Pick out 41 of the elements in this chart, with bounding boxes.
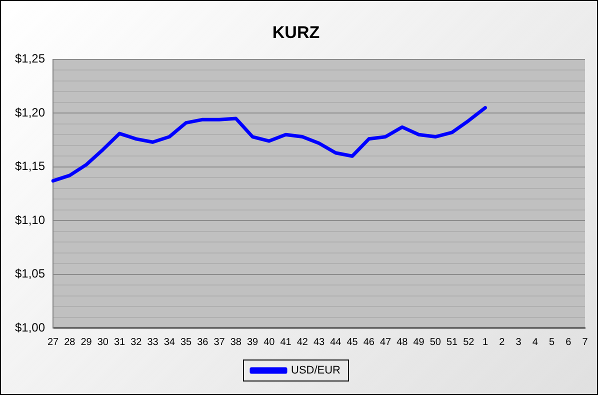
x-tick-label: 41 [280,336,292,348]
x-tick-label: 37 [214,336,226,348]
x-tick-label: 46 [363,336,375,348]
x-tick-label: 2 [499,336,506,348]
x-tick-label: 30 [97,336,109,348]
x-tick-label: 45 [346,336,358,348]
x-tick-label: 40 [264,336,276,348]
x-tick-label: 4 [532,336,538,348]
x-tick-label: 42 [296,336,308,348]
x-tick-label: 32 [130,336,142,348]
y-tick-label: $1,05 [15,266,46,281]
x-tick-label: 48 [396,336,408,348]
x-tick-label: 5 [548,336,555,348]
x-tick-label: 43 [313,336,326,348]
y-tick-label: $1,20 [15,105,46,120]
x-tick-label: 34 [164,336,176,348]
chart-title: KURZ [272,22,320,42]
x-tick-label: 47 [380,336,392,348]
x-tick-label: 3 [516,336,522,348]
x-tick-label: 33 [147,336,159,348]
x-tick-label: 50 [430,336,442,348]
y-tick-label: $1,25 [15,52,46,66]
x-tick-label: 1 [482,336,488,348]
x-tick-label: 44 [330,336,342,348]
x-tick-label: 6 [566,336,572,348]
x-tick-label: 27 [47,336,60,348]
x-tick-label: 49 [413,336,425,348]
x-tick-label: 28 [64,336,76,348]
y-tick-label: $1,10 [15,212,46,227]
x-tick-label: 35 [180,336,192,348]
y-tick-label: $1,00 [15,320,46,334]
x-tick-label: 31 [114,336,126,348]
y-tick-label: $1,15 [15,159,46,174]
x-tick-label: 7 [582,336,588,348]
legend-label: USD/EUR [290,364,341,377]
x-tick-label: 29 [80,336,92,348]
x-tick-label: 36 [197,336,209,348]
x-tick-label: 51 [446,336,458,348]
x-tick-label: 38 [230,336,242,348]
x-tick-label: 39 [246,336,259,348]
x-tick-label: 52 [463,336,475,348]
